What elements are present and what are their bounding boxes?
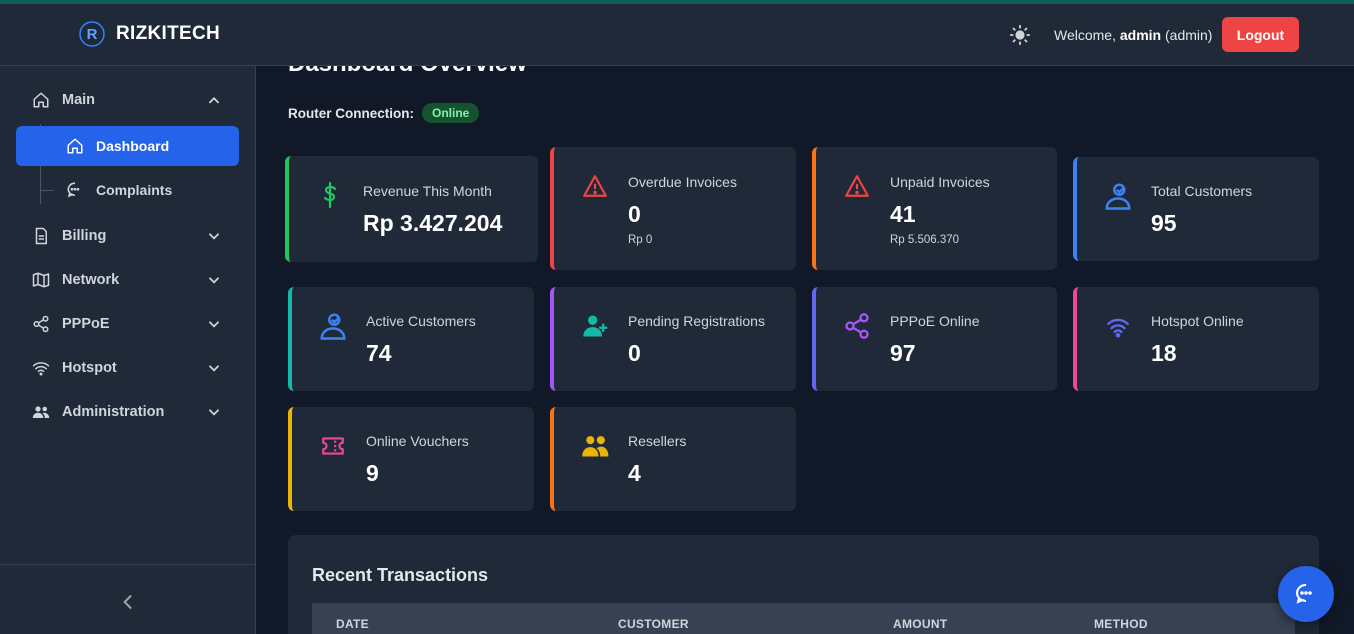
top-header-bar: R RIZKITECH Welcome, admin (admin) Logou… — [0, 4, 1354, 66]
sidebar-item-label: Main — [62, 92, 96, 108]
sidebar-item-main[interactable]: Main — [16, 80, 239, 120]
users-icon — [32, 403, 50, 421]
panel-title: Recent Transactions — [312, 565, 489, 585]
stat-value: 9 — [366, 460, 379, 486]
table-header: DATE CUSTOMER AMOUNT METHOD — [312, 603, 1295, 634]
chevron-down-icon — [209, 365, 219, 372]
stat-card-overdue-invoices[interactable]: Overdue Invoices 0 Rp 0 — [550, 147, 796, 270]
stat-value: 18 — [1151, 340, 1177, 366]
ticket-icon — [318, 431, 348, 461]
sidebar-item-administration[interactable]: Administration — [16, 392, 239, 432]
stat-value: 0 — [628, 201, 641, 227]
stat-value: 41 — [890, 201, 916, 227]
chevron-down-icon — [209, 321, 219, 328]
stat-label: Overdue Invoices — [628, 174, 737, 190]
brand-name: RIZKITECH — [116, 23, 221, 44]
stat-card-hotspot-online[interactable]: Hotspot Online 18 — [1073, 287, 1319, 391]
wifi-icon — [1103, 311, 1133, 341]
stat-value: 97 — [890, 340, 916, 366]
stat-label: Pending Registrations — [628, 313, 765, 329]
stat-card-total-customers[interactable]: Total Customers 95 — [1073, 157, 1319, 261]
users-icon — [580, 431, 610, 461]
chevron-down-icon — [209, 409, 219, 416]
sidebar-item-complaints[interactable]: Complaints — [16, 170, 239, 210]
sidebar-item-label: Complaints — [96, 182, 173, 198]
chat-bubble-icon — [66, 181, 84, 199]
user-icon — [318, 311, 348, 341]
status-badge: Online — [422, 103, 480, 123]
chat-support-button[interactable] — [1278, 566, 1334, 622]
column-header-amount[interactable]: AMOUNT — [893, 617, 948, 631]
stat-card-pppoe-online[interactable]: PPPoE Online 97 — [812, 287, 1057, 391]
column-header-date[interactable]: DATE — [336, 617, 369, 631]
stat-card-resellers[interactable]: Resellers 4 — [550, 407, 796, 511]
top-accent-line — [0, 0, 1354, 4]
stat-label: Active Customers — [366, 313, 476, 329]
logout-button[interactable]: Logout — [1222, 17, 1299, 52]
brand[interactable]: R RIZKITECH — [76, 18, 220, 50]
stat-label: Online Vouchers — [366, 433, 469, 449]
stat-value: 0 — [628, 340, 641, 366]
sidebar-item-label: Dashboard — [96, 138, 170, 154]
chevron-up-icon — [209, 97, 219, 104]
stat-value: 74 — [366, 340, 392, 366]
recent-transactions-panel: Recent Transactions DATE CUSTOMER AMOUNT… — [288, 535, 1319, 634]
chevron-down-icon — [209, 277, 219, 284]
sidebar-item-label: Network — [62, 272, 120, 288]
sidebar-item-billing[interactable]: Billing — [16, 216, 239, 256]
sidebar-item-network[interactable]: Network — [16, 260, 239, 300]
stat-label: Hotspot Online — [1151, 313, 1244, 329]
document-icon — [32, 227, 50, 245]
stat-label: Unpaid Invoices — [890, 174, 990, 190]
stat-value: 4 — [628, 460, 641, 486]
dollar-icon — [315, 180, 345, 210]
share-icon — [842, 311, 872, 341]
router-connection: Router Connection: Online — [288, 103, 480, 123]
wifi-icon — [32, 359, 50, 377]
sidebar-item-hotspot[interactable]: Hotspot — [16, 348, 239, 388]
stat-subvalue: Rp 0 — [628, 234, 653, 246]
stat-label: Total Customers — [1151, 183, 1253, 199]
home-icon — [66, 137, 84, 155]
sidebar-item-pppoe[interactable]: PPPoE — [16, 304, 239, 344]
chat-bubble-icon — [1296, 583, 1312, 604]
sidebar-item-label: Administration — [62, 404, 165, 420]
stat-label: PPPoE Online — [890, 313, 980, 329]
stat-card-unpaid-invoices[interactable]: Unpaid Invoices 41 Rp 5.506.370 — [812, 147, 1057, 270]
sidebar-item-dashboard[interactable]: Dashboard — [16, 126, 239, 166]
router-connection-label: Router Connection: — [288, 105, 414, 121]
brand-logo: R — [76, 18, 108, 50]
stat-card-pending-registrations[interactable]: Pending Registrations 0 — [550, 287, 796, 391]
collapse-sidebar-chevron-left-icon[interactable] — [118, 592, 138, 612]
stat-card-revenue[interactable]: Revenue This Month Rp 3.427.204 — [285, 156, 538, 262]
map-icon — [32, 271, 50, 289]
stat-card-online-vouchers[interactable]: Online Vouchers 9 — [288, 407, 534, 511]
column-header-customer[interactable]: CUSTOMER — [618, 617, 689, 631]
sidebar-item-label: Hotspot — [62, 360, 117, 376]
stat-label: Revenue This Month — [363, 183, 492, 199]
stat-label: Resellers — [628, 433, 687, 449]
sidebar-divider — [0, 564, 256, 565]
warning-icon — [580, 171, 610, 201]
chevron-down-icon — [209, 233, 219, 240]
theme-toggle-sun-icon[interactable] — [1009, 24, 1031, 46]
stat-subvalue: Rp 5.506.370 — [890, 234, 960, 246]
share-icon — [32, 315, 50, 333]
welcome-role: (admin) — [1165, 27, 1213, 43]
stat-value: Rp 3.427.204 — [363, 210, 503, 236]
svg-text:R: R — [87, 26, 98, 43]
tree-branch — [40, 190, 54, 191]
warning-icon — [842, 171, 872, 201]
welcome-prefix: Welcome, — [1054, 27, 1116, 43]
welcome-user: admin — [1119, 27, 1162, 43]
welcome-text: Welcome, admin (admin) — [1054, 27, 1212, 43]
user-icon — [1103, 181, 1133, 211]
sidebar-item-label: Billing — [62, 228, 107, 244]
user-plus-icon — [580, 311, 610, 341]
stat-value: 95 — [1151, 210, 1177, 236]
stat-card-active-customers[interactable]: Active Customers 74 — [288, 287, 534, 391]
home-icon — [32, 91, 50, 109]
sidebar-item-label: PPPoE — [62, 316, 110, 332]
column-header-method[interactable]: METHOD — [1094, 617, 1148, 631]
